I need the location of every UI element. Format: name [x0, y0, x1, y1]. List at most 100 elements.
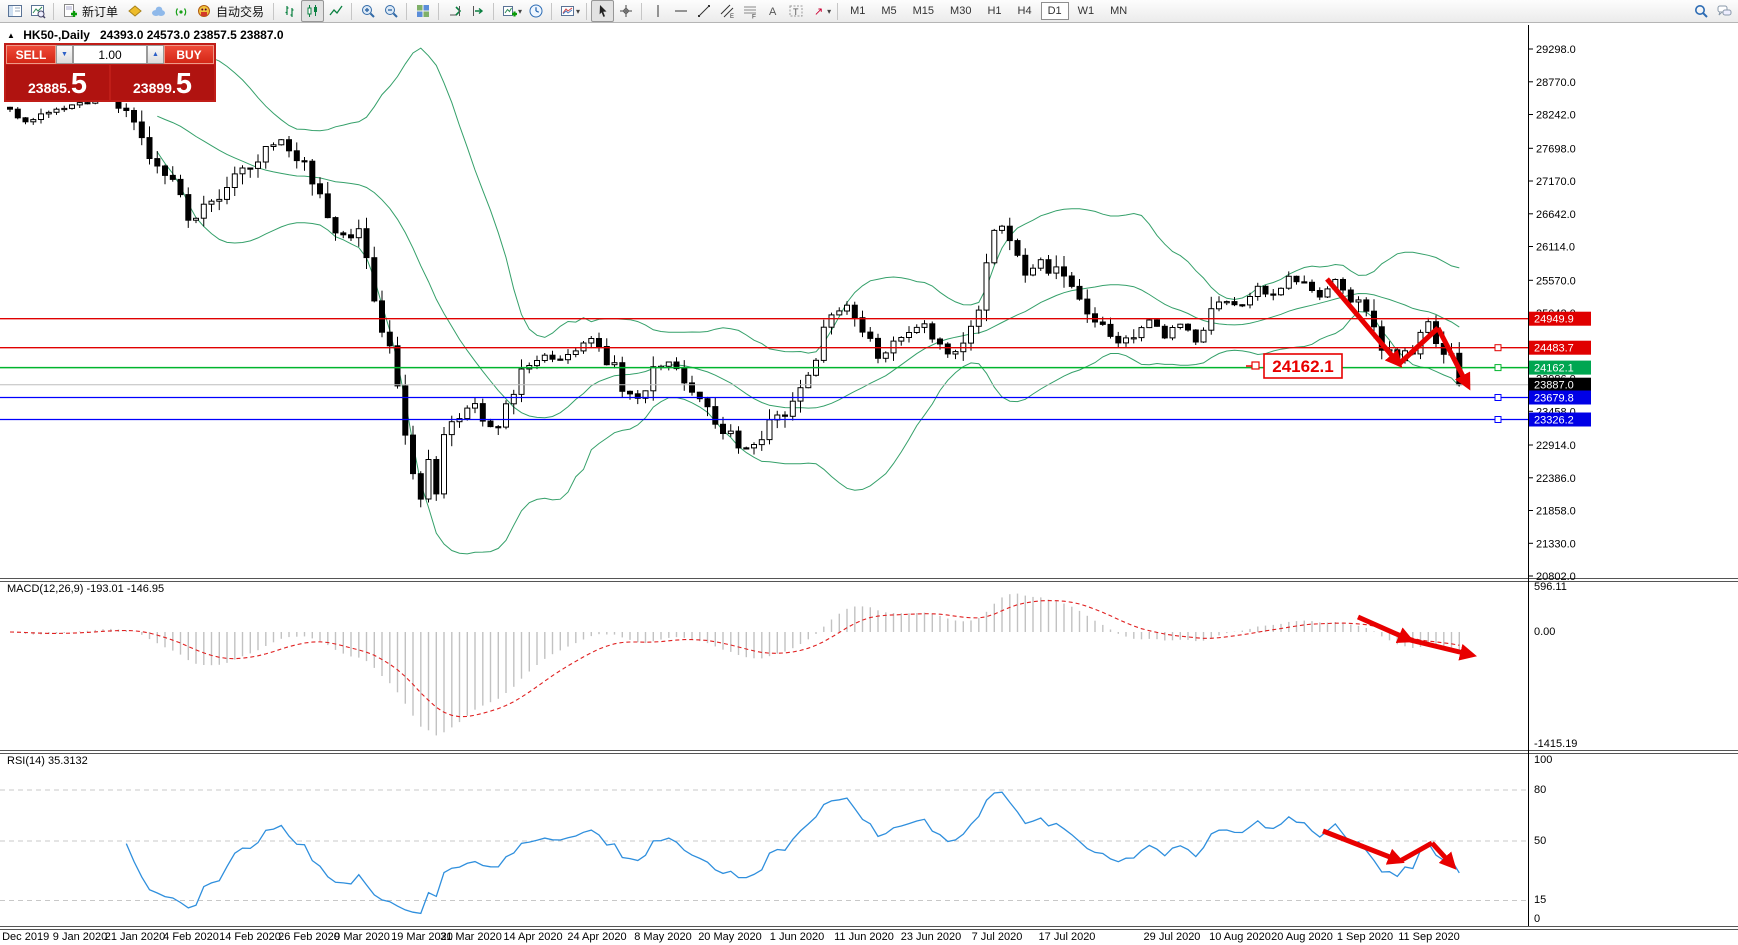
timeframe-m30[interactable]: M30 — [950, 5, 972, 17]
chart-shift-icon[interactable] — [466, 0, 489, 22]
date-label: 19 Mar 2020 — [391, 931, 453, 943]
candle — [619, 356, 626, 398]
rsi-trend-arrow[interactable] — [1398, 840, 1434, 864]
chart-profile-icon[interactable] — [556, 0, 579, 22]
arrows-tool-icon[interactable]: ↗ — [813, 5, 824, 18]
hline-handle[interactable] — [1494, 416, 1502, 423]
autotrading-label[interactable]: 自动交易 — [216, 4, 265, 19]
new-chart-icon[interactable] — [498, 0, 521, 22]
candle — [224, 176, 230, 205]
price-trend-arrow[interactable] — [1435, 326, 1471, 391]
hline-handle[interactable] — [1494, 344, 1502, 352]
candle — [146, 126, 153, 165]
crosshair-tool-icon[interactable] — [614, 0, 637, 22]
candles — [7, 97, 1463, 508]
vertical-line-tool-icon[interactable] — [646, 0, 669, 22]
auto-scroll-icon[interactable] — [443, 0, 466, 22]
volume-decrease-button[interactable]: ▼ — [56, 45, 73, 64]
new-order-label[interactable]: 新订单 — [82, 4, 119, 19]
equidistant-channel-tool-icon[interactable]: E — [715, 0, 738, 22]
bar-chart-icon[interactable] — [278, 0, 301, 22]
candle — [1138, 325, 1145, 342]
date-label: 11 Jun 2020 — [834, 931, 894, 943]
chart-window-icon[interactable] — [3, 0, 26, 22]
candle — [309, 159, 316, 196]
candle — [510, 389, 517, 415]
macd-scale-label: -1415.19 — [1534, 738, 1577, 750]
price-badge-label: 24162.1 — [1534, 363, 1574, 375]
horizontal-line-tool-icon[interactable] — [669, 0, 692, 22]
history-center-icon[interactable] — [123, 0, 146, 22]
cursor-tool-icon[interactable] — [591, 0, 615, 22]
rsi-trend-arrow[interactable] — [1430, 841, 1457, 870]
candlestick-chart-icon[interactable] — [301, 0, 325, 22]
cloud-icon[interactable] — [146, 0, 169, 22]
zoom-in-icon[interactable] — [356, 0, 379, 22]
market-watch-icon[interactable] — [26, 0, 49, 22]
macd-trend-arrow[interactable] — [1409, 637, 1477, 661]
candle — [588, 336, 595, 349]
annotation-price-box[interactable] — [1263, 353, 1343, 379]
timeframe-h1[interactable]: H1 — [987, 5, 1002, 17]
sell-button[interactable]: SELL — [6, 45, 56, 64]
timeframe-mn[interactable]: MN — [1110, 5, 1128, 17]
timeframe-d1[interactable]: D1 — [1040, 2, 1069, 20]
chart-profile-dropdown-icon[interactable]: ▾ — [576, 6, 581, 16]
price-badge — [1529, 412, 1591, 427]
text-label-tool-icon[interactable]: T — [784, 0, 807, 22]
text-tool-icon[interactable]: A — [761, 0, 784, 22]
volume-increase-button[interactable]: ▲ — [147, 45, 164, 64]
candle — [565, 349, 571, 364]
hline-handle[interactable] — [1494, 394, 1502, 401]
candle — [720, 416, 726, 440]
volume-input[interactable]: 1.00 — [73, 45, 147, 64]
hline-handle[interactable] — [1494, 364, 1502, 372]
candle — [1107, 317, 1114, 339]
chat-icon[interactable] — [1712, 0, 1735, 22]
date-label: 1 Sep 2020 — [1337, 931, 1393, 943]
new-order-icon[interactable] — [58, 0, 81, 22]
candle — [603, 338, 610, 366]
timeframe-h4[interactable]: H4 — [1017, 5, 1032, 17]
new-chart-dropdown-icon[interactable]: ▾ — [518, 6, 523, 16]
arrows-dropdown-icon[interactable]: ▾ — [827, 6, 832, 16]
candle — [1092, 307, 1098, 328]
trendline-tool-icon[interactable] — [692, 0, 715, 22]
buy-quote[interactable]: 23899. 5 — [111, 65, 214, 100]
candle — [1309, 279, 1315, 293]
line-chart-icon[interactable] — [324, 0, 347, 22]
sell-quote[interactable]: 23885. 5 — [6, 65, 109, 100]
candle — [929, 321, 936, 343]
price-trend-arrow[interactable] — [1325, 277, 1403, 368]
zoom-out-icon[interactable] — [379, 0, 402, 22]
signal-icon[interactable] — [169, 0, 192, 22]
timeframe-m5[interactable]: M5 — [881, 5, 897, 17]
candle — [906, 326, 912, 343]
candle — [1340, 277, 1346, 294]
date-label: 20 Aug 2020 — [1271, 931, 1333, 943]
fibonacci-tool-icon[interactable]: F — [738, 0, 761, 22]
candle — [859, 310, 866, 338]
candle — [239, 165, 246, 185]
price-badge — [1529, 390, 1591, 405]
collapse-icon[interactable]: ▲ — [7, 31, 15, 40]
timeframe-m15[interactable]: M15 — [912, 5, 935, 17]
price-tick-label: 25570.0 — [1536, 275, 1576, 287]
timeframe-m1[interactable]: M1 — [850, 5, 866, 17]
autotrading-icon[interactable] — [192, 0, 215, 22]
annotation-anchor[interactable] — [1251, 361, 1260, 370]
date-label: 10 Aug 2020 — [1209, 931, 1271, 943]
macd-trend-arrow[interactable] — [1356, 614, 1415, 643]
buy-button[interactable]: BUY — [164, 45, 214, 64]
price-tick-label: 22914.0 — [1536, 440, 1576, 452]
rsi-trend-arrow[interactable] — [1322, 828, 1405, 865]
candle — [789, 392, 796, 421]
timeframe-w1[interactable]: W1 — [1077, 5, 1095, 17]
search-icon[interactable] — [1689, 0, 1712, 22]
candle — [61, 105, 68, 112]
tile-windows-icon[interactable] — [411, 0, 434, 22]
candle — [867, 327, 874, 342]
price-trend-arrow[interactable] — [1397, 326, 1440, 366]
clock-icon[interactable] — [524, 0, 547, 22]
